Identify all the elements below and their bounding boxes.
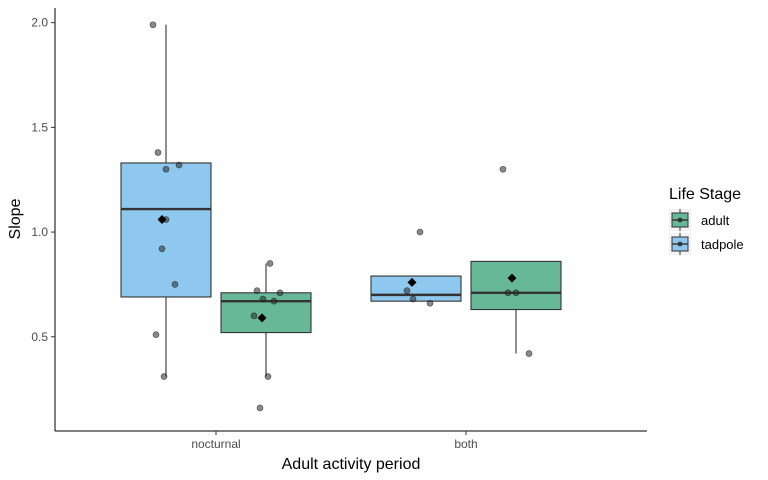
data-point xyxy=(158,245,166,253)
mean-marker xyxy=(257,313,267,323)
data-point xyxy=(154,149,162,156)
data-point xyxy=(266,260,274,267)
box-adult-both xyxy=(470,260,562,354)
data-point xyxy=(270,297,278,305)
mean-marker xyxy=(157,215,167,224)
data-point xyxy=(512,289,520,297)
y-axis-title: Slope xyxy=(7,198,24,239)
legend-key-adult xyxy=(669,209,691,231)
data-point xyxy=(171,281,179,288)
data-point xyxy=(276,289,284,297)
data-point xyxy=(253,287,261,294)
data-point xyxy=(259,295,267,303)
data-point xyxy=(403,287,411,294)
box-tadpole-nocturnal xyxy=(120,24,212,377)
legend-key-tadpole xyxy=(669,233,691,255)
box-tadpole-both xyxy=(370,275,462,302)
x-tick-label: nocturnal xyxy=(191,437,240,451)
data-point xyxy=(152,331,160,338)
plot-area xyxy=(120,21,562,412)
y-tick-label: 1.0 xyxy=(31,225,48,239)
data-point xyxy=(416,228,424,236)
legend: Life Stage adult tadpole xyxy=(669,186,744,255)
box-adult-nocturnal xyxy=(220,263,312,377)
data-point xyxy=(162,165,170,173)
data-point xyxy=(264,373,272,380)
axes: 0.5 1.0 1.5 2.0 nocturnal both xyxy=(31,8,647,451)
data-point xyxy=(149,21,157,29)
legend-key-point xyxy=(677,217,683,223)
y-tick-label: 0.5 xyxy=(31,330,48,344)
data-point xyxy=(409,295,417,303)
mean-marker xyxy=(507,273,517,283)
box-iqr xyxy=(470,260,562,311)
box-iqr xyxy=(120,162,212,298)
y-tick-label: 1.5 xyxy=(31,120,48,134)
data-point xyxy=(256,404,264,412)
legend-label-adult: adult xyxy=(701,213,730,228)
y-tick-label: 2.0 xyxy=(31,16,48,30)
data-point xyxy=(426,299,434,307)
data-point xyxy=(175,161,183,169)
data-point xyxy=(160,373,168,380)
mean-marker xyxy=(407,277,417,287)
data-point xyxy=(504,289,512,297)
legend-key-point xyxy=(677,241,683,247)
x-axis-title: Adult activity period xyxy=(282,456,421,473)
data-point xyxy=(499,165,507,173)
box-iqr xyxy=(370,275,462,302)
legend-label-tadpole: tadpole xyxy=(701,237,744,252)
data-point xyxy=(525,350,533,357)
legend-title: Life Stage xyxy=(669,186,741,203)
data-point xyxy=(250,312,258,320)
x-tick-label: both xyxy=(454,437,477,451)
